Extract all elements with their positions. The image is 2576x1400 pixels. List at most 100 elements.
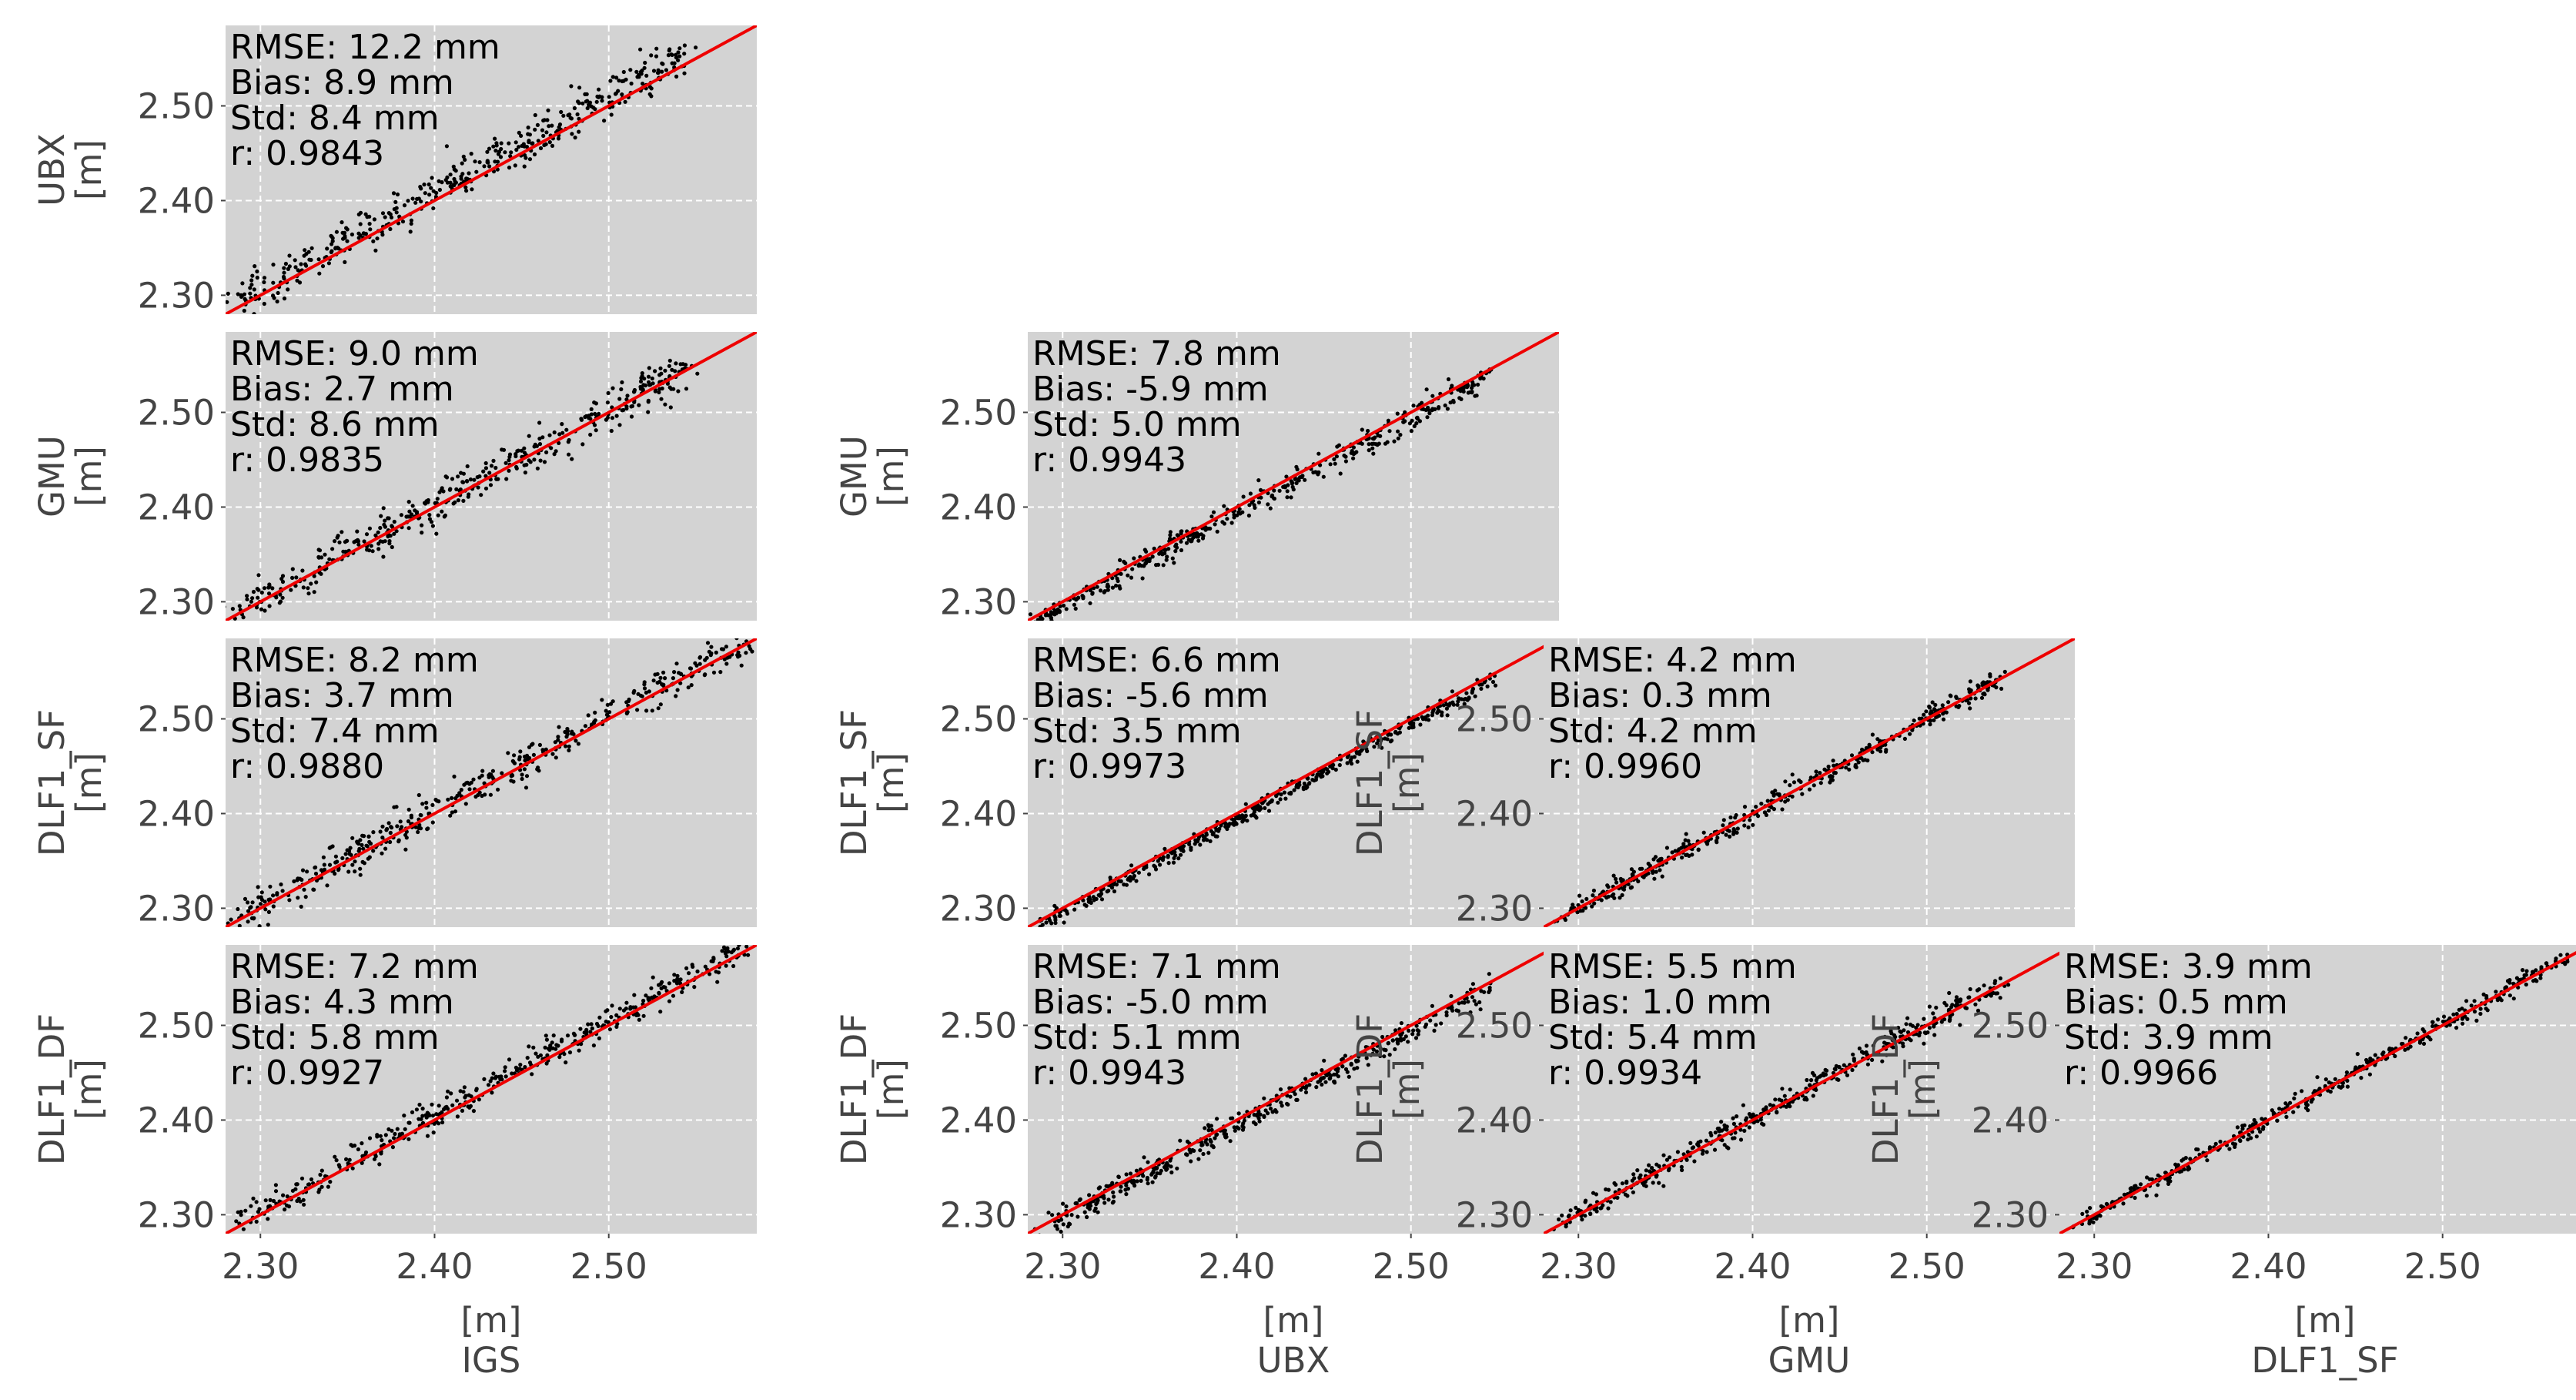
scatter-point [1490, 679, 1496, 685]
scatter-point [520, 776, 524, 782]
stat-line: Std: 5.1 mm [1032, 1018, 1242, 1057]
scatter-point [246, 919, 250, 924]
scatter-point [1416, 1032, 1420, 1037]
scatter-point [343, 236, 347, 240]
scatter-point [617, 1006, 622, 1011]
scatter-point [356, 1147, 360, 1152]
scatter-point [312, 574, 316, 578]
scatter-point [1399, 1038, 1403, 1043]
scatter-point [309, 1177, 314, 1182]
scatter-point [283, 1207, 287, 1212]
scatter-point [1864, 745, 1868, 750]
scatter-point [644, 73, 649, 78]
scatter-point [1732, 1136, 1737, 1140]
scatter-point [1615, 1195, 1620, 1200]
scatter-point [534, 1051, 538, 1056]
scatter-point [1106, 584, 1111, 589]
scatter-point [637, 75, 641, 79]
scatter-point [491, 1071, 496, 1076]
scatter-point [251, 1196, 256, 1201]
scatter-point [248, 906, 253, 910]
scatter-point [1224, 1134, 1229, 1139]
scatter-point [1301, 785, 1306, 790]
scatter-point [1096, 1210, 1100, 1214]
scatter-point [417, 792, 421, 798]
scatter-point [1410, 1032, 1415, 1037]
scatter-point [1351, 445, 1356, 450]
scatter-point [1272, 496, 1276, 501]
scatter-point [609, 1015, 614, 1020]
scatter-point [1193, 842, 1197, 846]
scatter-point [2258, 1130, 2263, 1134]
reference-line-1to1 [1544, 638, 2075, 927]
scatter-point [687, 971, 691, 976]
scatter-point [1977, 987, 1982, 992]
scatter-point [674, 361, 678, 366]
scatter-point [1171, 860, 1176, 865]
scatter-point [1333, 461, 1337, 466]
scatter-point [682, 43, 687, 48]
scatter-point [1233, 1128, 1237, 1133]
stat-line: Std: 7.4 mm [230, 712, 440, 751]
scatter-point [2133, 1195, 2137, 1201]
scatter-point [523, 758, 527, 763]
scatter-point [642, 686, 647, 691]
scatter-point [680, 990, 684, 994]
scatter-point [544, 450, 549, 455]
scatter-point [1268, 506, 1273, 511]
scatter-point [403, 832, 408, 837]
scatter-point [239, 1209, 243, 1214]
scatter-point [1206, 1150, 1211, 1155]
scatter-point [1336, 1074, 1340, 1079]
scatter-point [1812, 783, 1816, 788]
scatter-point [408, 229, 413, 234]
scatter-point [583, 414, 587, 420]
y-tick-label: 2.40 [138, 793, 215, 834]
scatter-point [1818, 1074, 1822, 1079]
scatter-point [1102, 589, 1107, 594]
scatter-point [1158, 1171, 1163, 1176]
scatter-point [1366, 428, 1370, 434]
scatter-point [1473, 694, 1477, 698]
scatter-point [318, 1172, 323, 1177]
scatter-point [303, 248, 307, 253]
scatter-point [2317, 1087, 2322, 1091]
scatter-point [1790, 772, 1795, 777]
scatter-point [2474, 1018, 2479, 1023]
scatter-point [1657, 1164, 1661, 1168]
scatter-point [1240, 1124, 1245, 1129]
scatter-point [1108, 876, 1112, 880]
scatter-point [430, 820, 435, 825]
scatter-point [342, 230, 347, 235]
scatter-point [319, 1168, 324, 1173]
scatter-point [271, 904, 276, 909]
stat-line: RMSE: 7.8 mm [1032, 334, 1281, 373]
scatter-point [1932, 1033, 1937, 1037]
stat-line: Bias: -5.0 mm [1032, 983, 1269, 1022]
scatter-point [2522, 973, 2527, 978]
scatter-point [1240, 1127, 1246, 1132]
scatter-point [651, 69, 657, 73]
scatter-point [236, 292, 240, 296]
scatter-point [587, 414, 591, 418]
scatter-point [414, 1107, 420, 1112]
scatter-point [1142, 866, 1146, 871]
scatter-point [1019, 618, 1023, 621]
scatter-point [1215, 1117, 1219, 1121]
scatter-point [1366, 1063, 1370, 1067]
scatter-point [437, 187, 443, 193]
scatter-point [2524, 982, 2528, 987]
scatter-point [1809, 1078, 1814, 1083]
scatter-point [714, 970, 718, 974]
scatter-point [2303, 1102, 2308, 1107]
scatter-point [1390, 739, 1394, 743]
scatter-point [2472, 1010, 2477, 1014]
scatter-point [647, 380, 651, 384]
scatter-point [1998, 976, 2002, 981]
scatter-point [409, 221, 413, 226]
scatter-point [279, 577, 284, 581]
scatter-point [1828, 780, 1832, 785]
scatter-point [240, 281, 245, 286]
scatter-point [1229, 521, 1234, 525]
scatter-point [496, 787, 500, 792]
